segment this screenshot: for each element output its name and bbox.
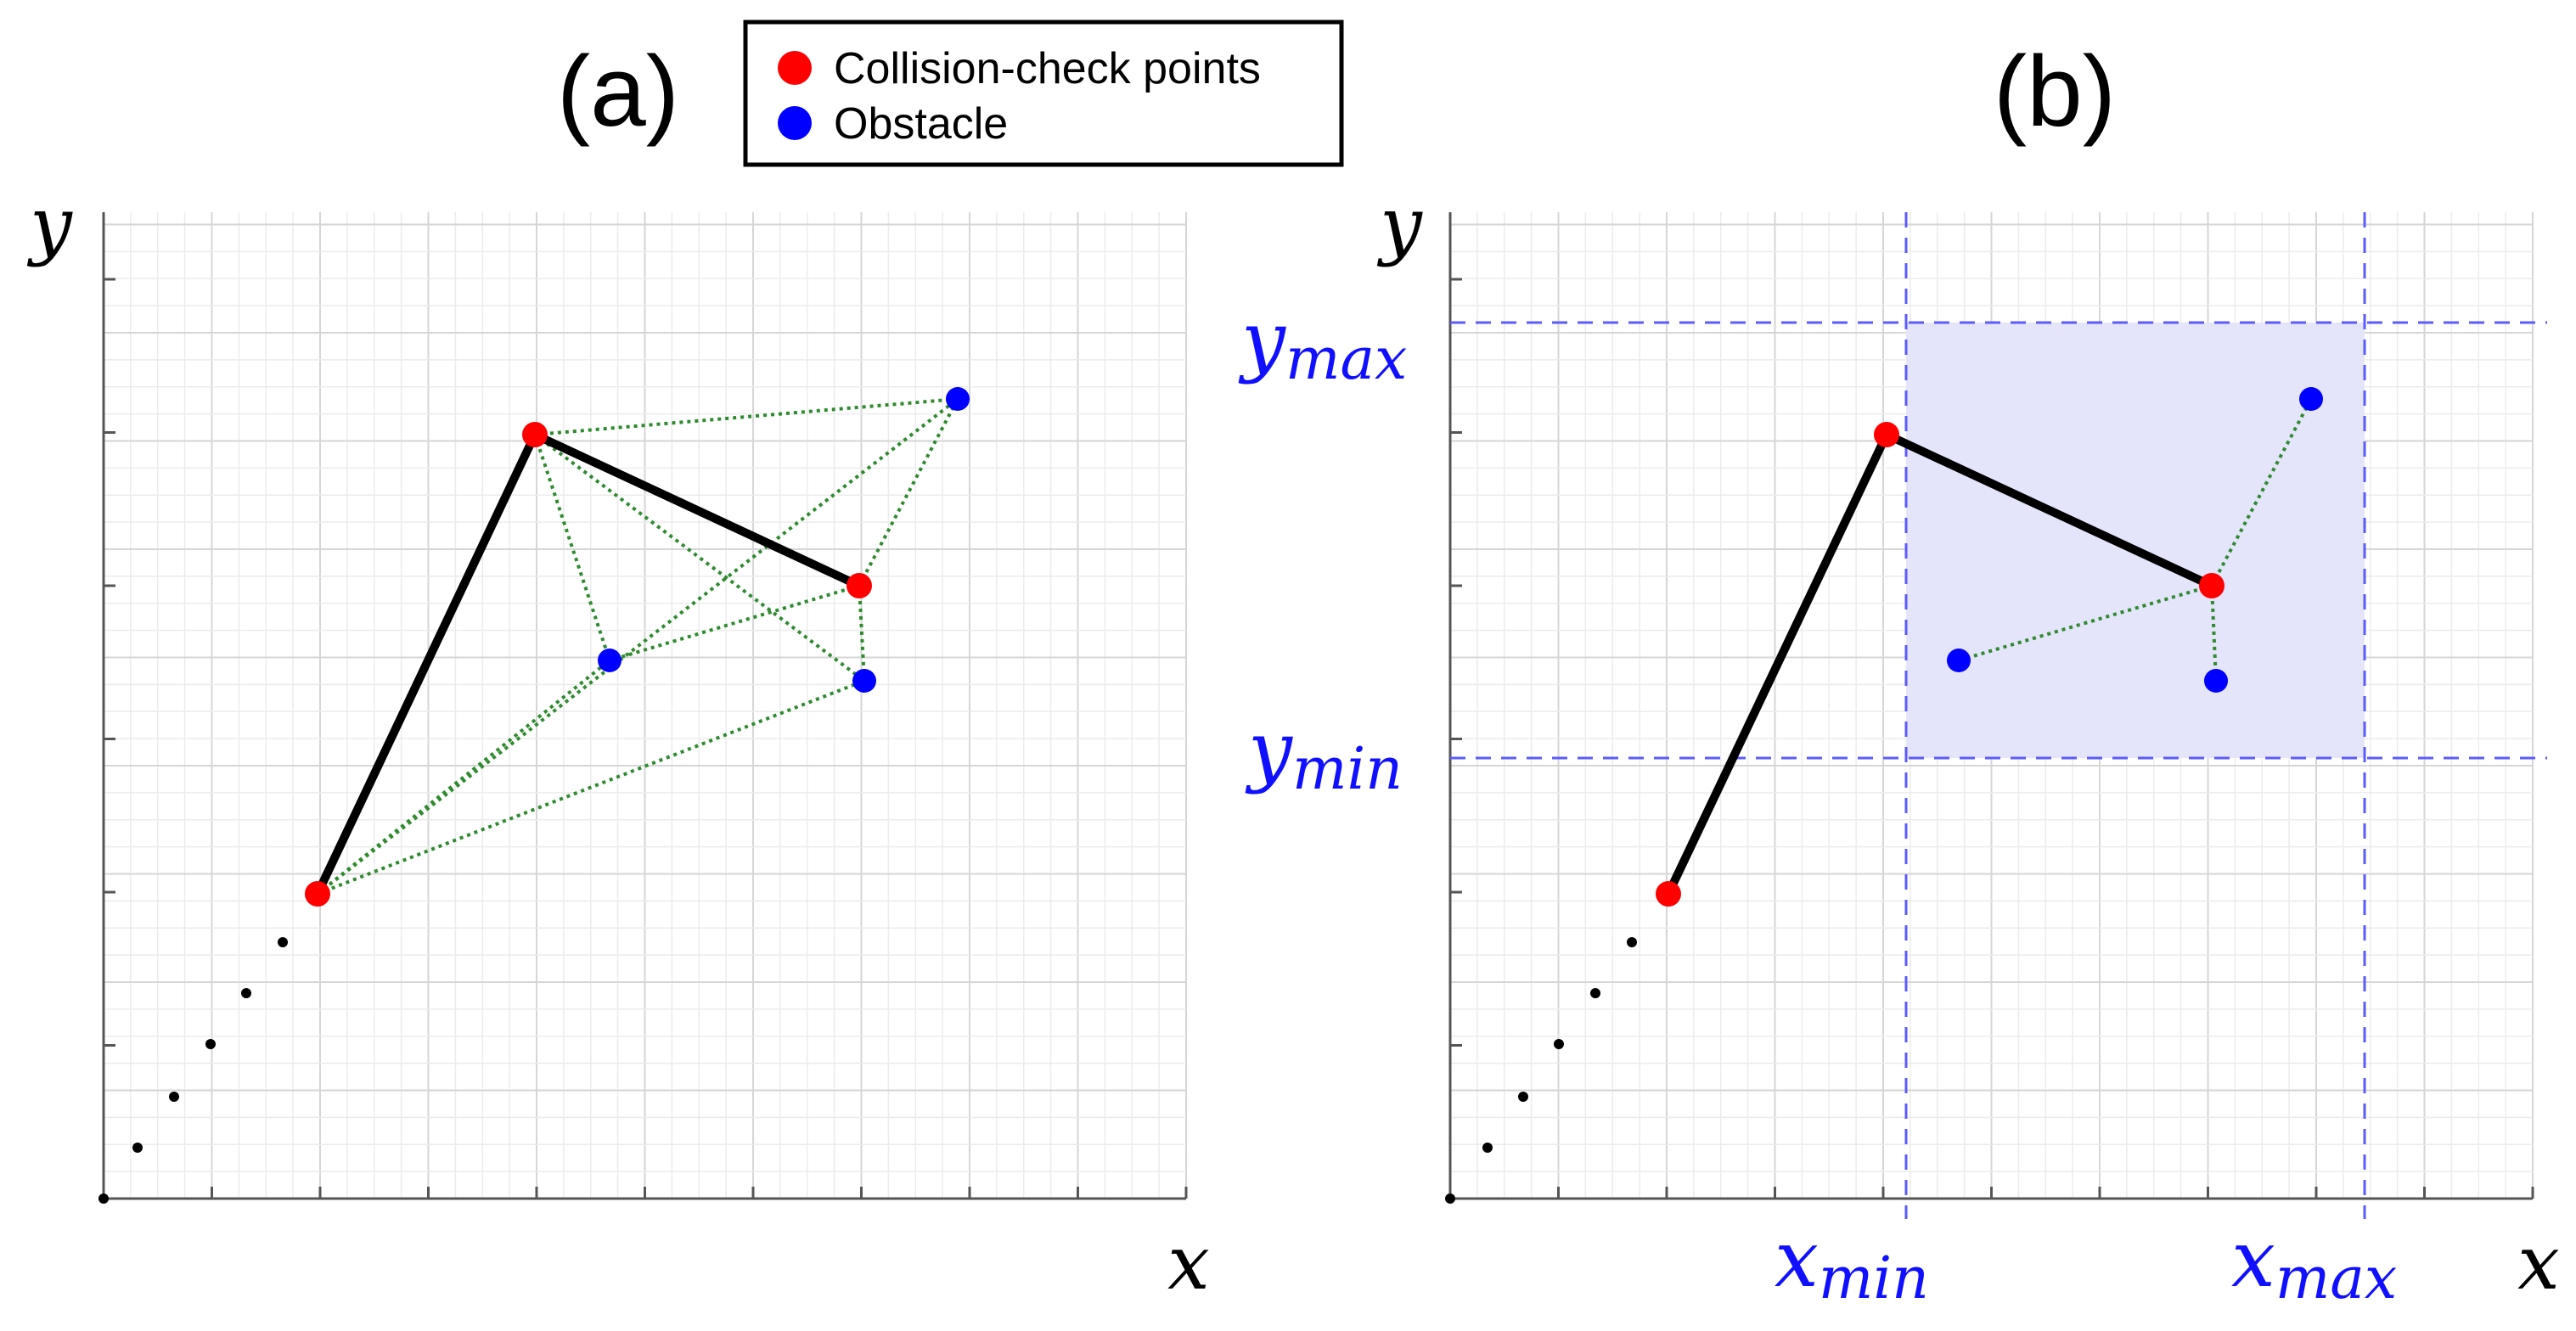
robot-link xyxy=(1882,430,2216,590)
robot-links-b xyxy=(1664,430,2216,898)
obstacle-point xyxy=(598,649,622,672)
distance-line xyxy=(2210,398,2313,587)
continuation-dot xyxy=(1518,1092,1528,1102)
continuation-dot xyxy=(205,1039,216,1049)
panel-a: y x xyxy=(26,181,1210,1306)
y-axis-label-a: y xyxy=(26,181,73,268)
legend-label-obstacle: Obstacle xyxy=(834,99,1008,149)
distance-line xyxy=(1958,584,2213,662)
ticks-a xyxy=(104,278,1188,1199)
origin-dot-a xyxy=(98,1193,109,1204)
collision-check-point xyxy=(522,422,548,447)
distance-line xyxy=(316,659,611,896)
continuation-dot xyxy=(1482,1143,1493,1153)
y-axis-label-b: y xyxy=(1376,181,1423,268)
distance-lines-b xyxy=(1958,398,2313,682)
panel-a-label: (a) xyxy=(557,36,679,148)
continuation-dot xyxy=(1554,1039,1564,1049)
distance-line xyxy=(858,398,959,587)
obstacle-point xyxy=(946,387,970,411)
y-max-label: ymax xyxy=(1238,295,1407,393)
bounding-region xyxy=(1906,323,2365,758)
legend: Collision-check points Obstacle xyxy=(743,20,1344,167)
continuation-dot xyxy=(1627,937,1637,947)
distance-line xyxy=(533,434,611,661)
x-max-label: xmax xyxy=(2231,1214,2397,1312)
continuation-dot xyxy=(1590,988,1600,998)
collision-check-point xyxy=(2199,573,2224,598)
continuation-dot xyxy=(169,1092,179,1102)
x-axis-label-a: x xyxy=(1167,1219,1210,1306)
origin-dot-b xyxy=(1445,1193,1455,1204)
continuation-dot xyxy=(241,988,251,998)
distance-line xyxy=(317,679,865,896)
collision-check-point xyxy=(846,573,872,598)
panel-b-label: (b) xyxy=(1994,36,2116,148)
distance-line xyxy=(2210,585,2218,682)
continuation-dot xyxy=(278,937,288,947)
continuation-dots-b xyxy=(1482,937,1637,1153)
x-axis-label-b: x xyxy=(2517,1219,2560,1306)
robot-link xyxy=(1664,430,1891,898)
distance-line xyxy=(316,397,959,896)
distance-line xyxy=(534,397,959,436)
distance-line xyxy=(858,585,866,682)
ticks-b xyxy=(1450,278,2534,1199)
legend-red-marker xyxy=(778,51,812,85)
collision-check-point xyxy=(1656,881,1681,907)
distance-lines-a xyxy=(316,397,959,896)
robot-link xyxy=(531,430,863,590)
robot-links-a xyxy=(313,430,863,898)
continuation-dot xyxy=(132,1143,143,1153)
robot-link xyxy=(313,430,539,898)
legend-blue-marker xyxy=(778,106,812,140)
obstacle-point xyxy=(1947,649,1971,672)
legend-label-collision-check-points: Collision-check points xyxy=(834,44,1261,93)
obstacle-point xyxy=(2299,387,2323,411)
collision-check-point xyxy=(1874,422,1899,447)
distance-line xyxy=(609,584,860,662)
y-min-label: ymin xyxy=(1245,705,1403,803)
panel-b: y x ymax ymin xmin xmax xyxy=(1238,181,2560,1312)
x-min-label: xmin xyxy=(1775,1214,1929,1312)
continuation-dots-a xyxy=(132,937,288,1153)
obstacle-point xyxy=(2204,669,2228,693)
obstacle-point xyxy=(852,669,876,693)
legend-box xyxy=(743,20,1344,167)
collision-check-point xyxy=(305,881,330,907)
grid-a xyxy=(103,212,1187,1199)
bound-lines xyxy=(1450,212,2547,1219)
